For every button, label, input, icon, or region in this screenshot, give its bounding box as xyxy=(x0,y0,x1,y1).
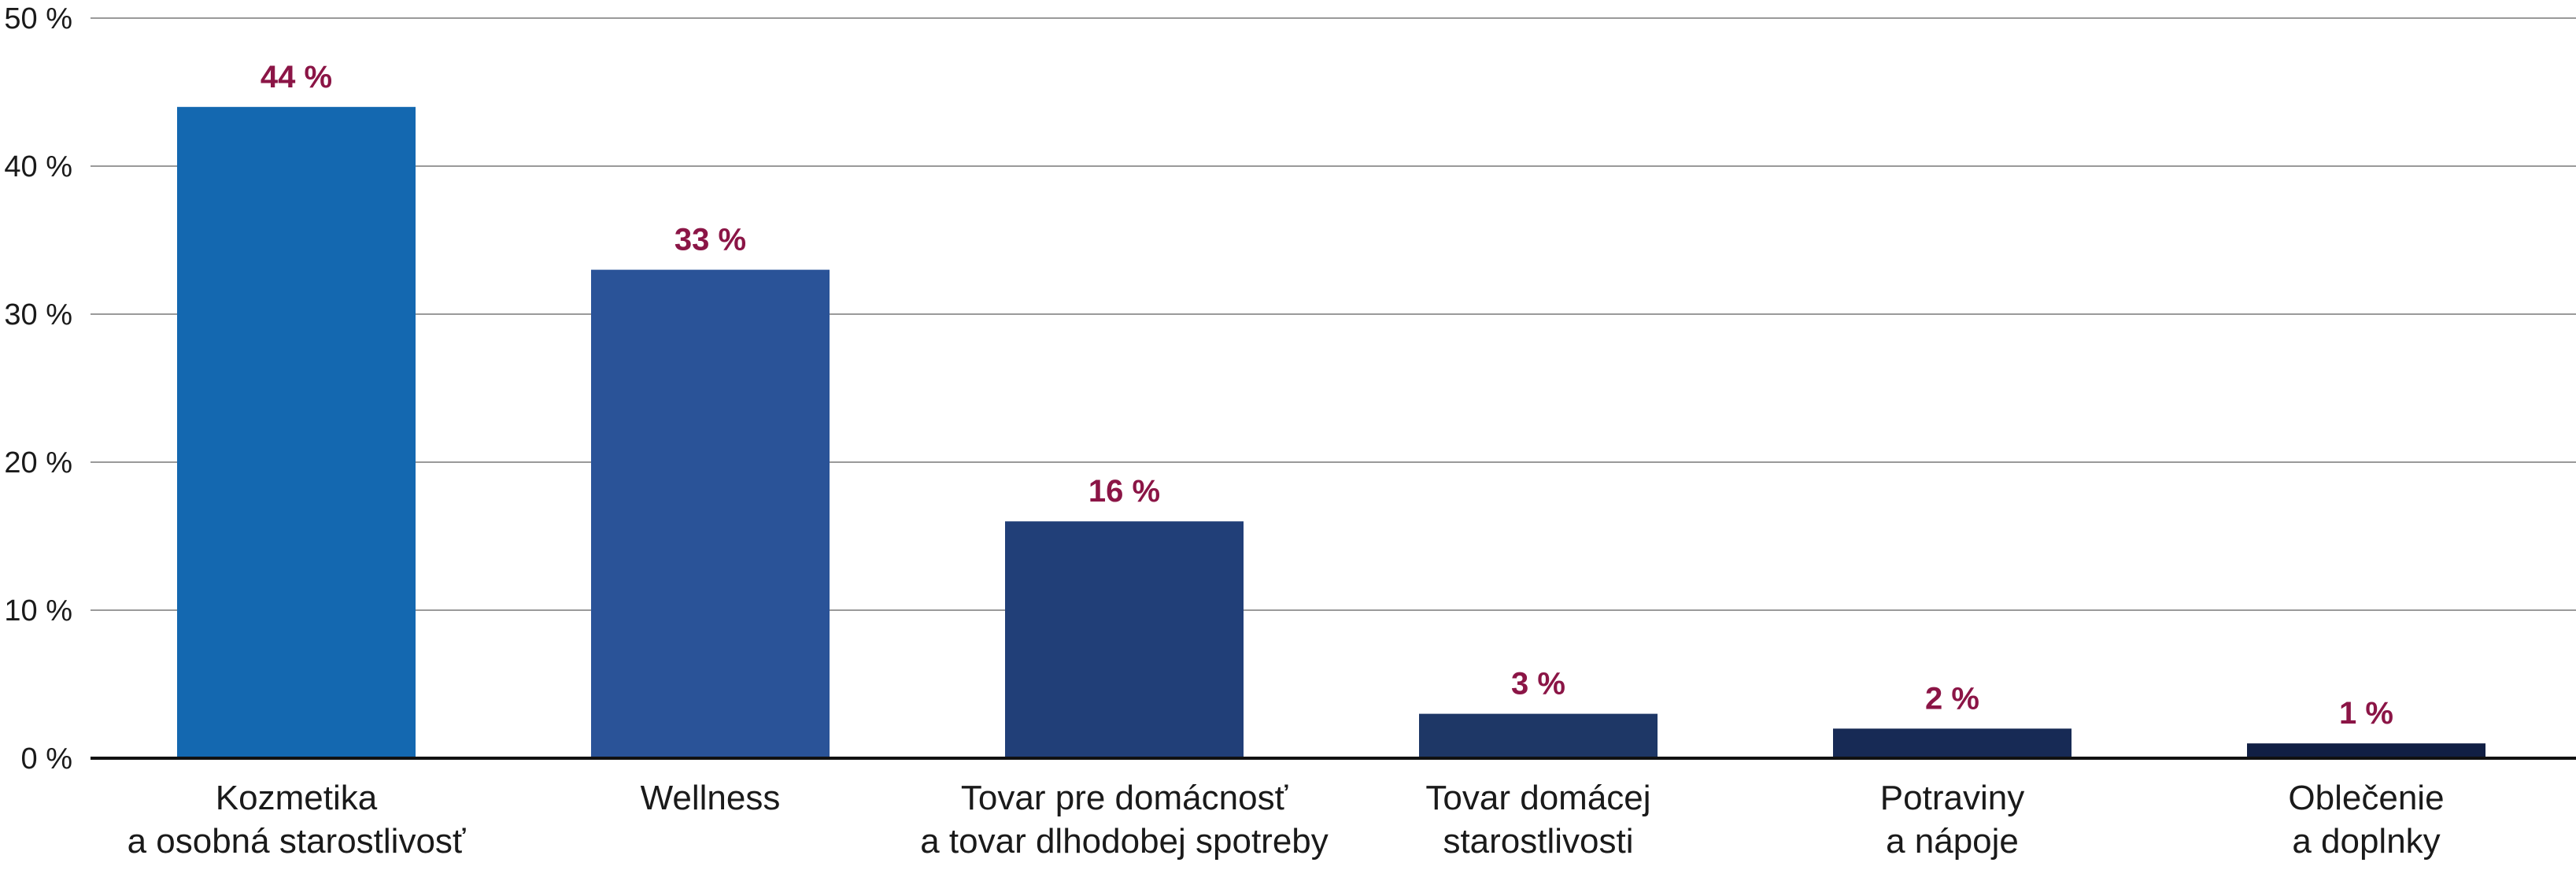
category-label-line: a osobná starostlivosť xyxy=(128,822,466,861)
bar xyxy=(591,269,830,759)
data-label: 16 % xyxy=(1088,474,1160,509)
category-label-line: a nápoje xyxy=(1886,822,2019,861)
y-tick-label: 0 % xyxy=(21,742,72,776)
category-label: Tovar pre domácnosť a tovar dlhodobej spo… xyxy=(920,779,1329,861)
category-label: Oblečenie a doplnky xyxy=(2288,779,2444,861)
category-label-line: a doplnky xyxy=(2292,822,2440,861)
data-label: 3 % xyxy=(1511,667,1565,702)
category-label: Kozmetika a osobná starostlivosť xyxy=(128,779,466,861)
bar xyxy=(1419,713,1658,758)
category-label-line: Tovar pre domácnosť xyxy=(961,779,1288,817)
bars xyxy=(177,106,2485,759)
y-tick-label: 10 % xyxy=(4,594,72,628)
bar xyxy=(1833,728,2072,758)
data-label: 33 % xyxy=(674,223,746,257)
category-label-line: Oblečenie xyxy=(2288,779,2444,817)
y-tick-label: 20 % xyxy=(4,446,72,479)
bar xyxy=(177,106,416,759)
data-label: 44 % xyxy=(261,60,332,94)
y-tick-label: 50 % xyxy=(4,2,72,35)
category-label: Tovar domácej starostlivosti xyxy=(1425,779,1650,861)
category-label-line: Kozmetika xyxy=(216,779,378,817)
bar xyxy=(2247,743,2485,758)
y-tick-label: 40 % xyxy=(4,150,72,183)
gridlines xyxy=(91,17,2576,611)
category-label-line: a tovar dlhodobej spotreby xyxy=(920,822,1329,861)
data-labels: 44 % 33 % 16 % 3 % 2 % 1 % xyxy=(261,60,2393,731)
data-label: 1 % xyxy=(2339,696,2393,731)
category-label-line: starostlivosti xyxy=(1443,822,1633,861)
category-labels: Kozmetika a osobná starostlivosť Wellness T… xyxy=(128,779,2445,861)
y-axis-ticks: 0 % 10 % 20 % 30 % 40 % 50 % xyxy=(4,2,72,776)
category-label-line: Potraviny xyxy=(1880,779,2024,817)
bar xyxy=(1005,521,1244,758)
category-label: Potraviny a nápoje xyxy=(1880,779,2024,861)
y-tick-label: 30 % xyxy=(4,298,72,331)
category-label-line: Tovar domácej xyxy=(1425,779,1650,817)
category-label-line: Wellness xyxy=(641,779,781,817)
data-label: 2 % xyxy=(1925,681,1979,716)
category-label: Wellness xyxy=(641,779,781,817)
